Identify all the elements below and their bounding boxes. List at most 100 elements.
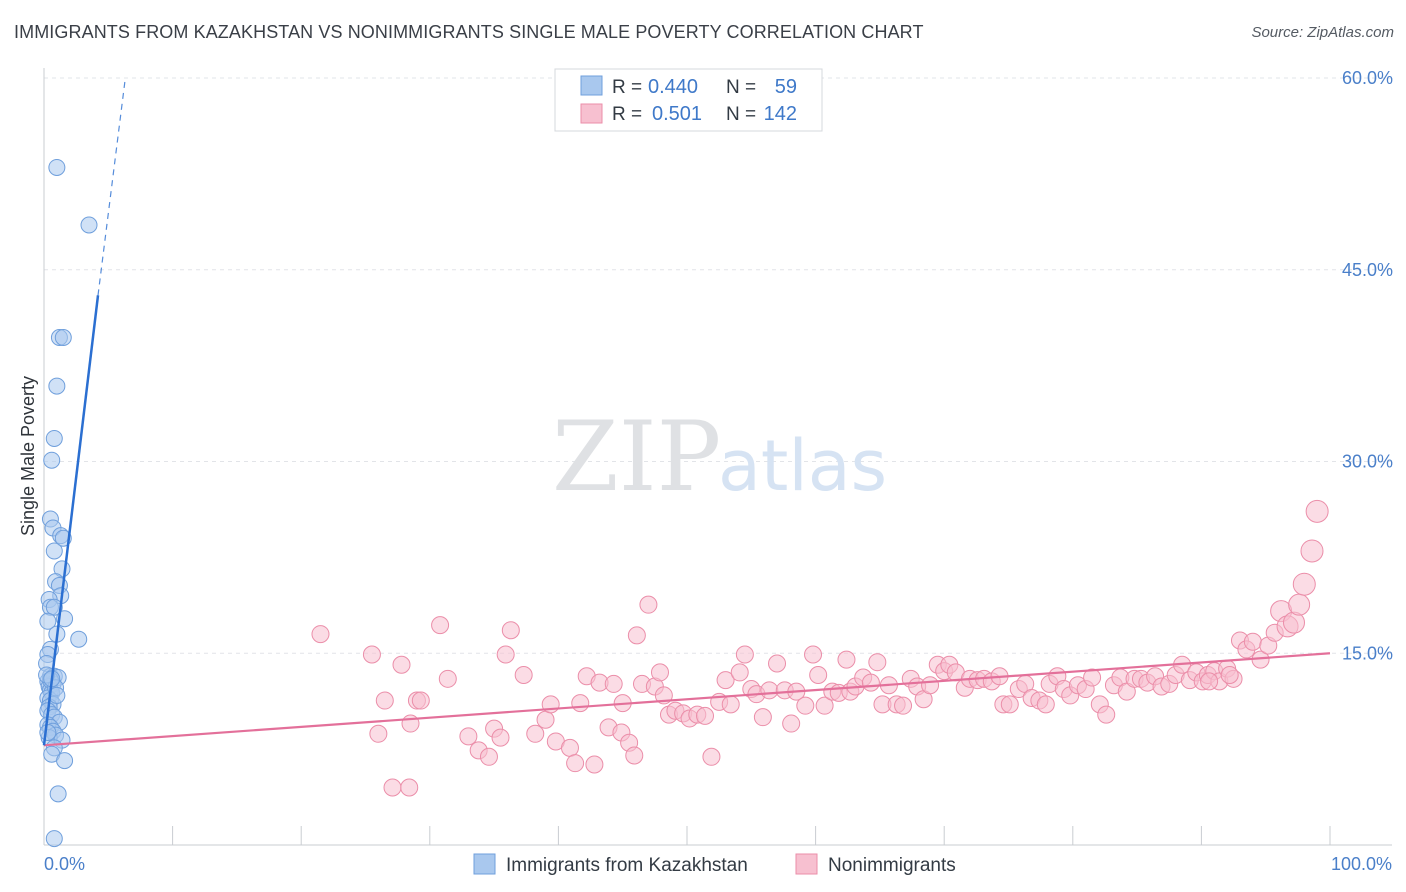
nonimmigrants-point: [1288, 593, 1311, 616]
nonimmigrants-point: [1036, 695, 1055, 714]
nonimmigrants-point: [815, 696, 834, 715]
stats-n-label-blue: N =: [726, 77, 756, 98]
nonimmigrants-point: [753, 708, 772, 727]
nonimmigrants-point: [392, 655, 411, 674]
legend-label-kazakhstan: Immigrants from Kazakhstan: [506, 855, 748, 876]
legend-swatch-kazakhstan: [473, 853, 496, 875]
y-tick-label: 60.0%: [1342, 68, 1393, 88]
kazakhstan-point: [39, 612, 57, 630]
nonimmigrants-point: [1083, 668, 1102, 687]
kazakhstan-point: [48, 158, 66, 176]
nonimmigrants-point: [501, 621, 520, 640]
nonimmigrants-point: [804, 645, 823, 664]
nonimmigrants-point: [861, 673, 880, 692]
nonimmigrants-point: [735, 645, 754, 664]
trend-lines: [42, 80, 1331, 747]
nonimmigrants-point: [1200, 672, 1219, 691]
kazakhstan-point: [48, 377, 66, 395]
kazakhstan-point: [45, 542, 63, 560]
y-tick-labels: 15.0% 30.0% 45.0% 60.0%: [1342, 68, 1393, 663]
y-tick-label: 45.0%: [1342, 260, 1393, 280]
nonimmigrants-point: [702, 747, 721, 766]
nonimmigrants-point: [1220, 665, 1239, 684]
stats-n-value-pink: 142: [764, 103, 797, 125]
nonimmigrants-point: [604, 674, 623, 693]
x-tick-label-max: 100.0%: [1331, 854, 1392, 874]
kazakhstan-trend-line: [42, 295, 100, 746]
nonimmigrants-point: [696, 706, 715, 725]
grid-lines: [44, 77, 1392, 654]
nonimmigrants-point: [627, 626, 646, 645]
nonimmigrants-point: [1000, 695, 1019, 714]
kazakhstan-point: [45, 830, 63, 848]
stats-r-label-pink: R =: [612, 104, 642, 125]
kazakhstan-point: [54, 329, 72, 347]
nonimmigrants-point: [459, 727, 478, 746]
stats-swatch-pink: [580, 103, 603, 124]
stats-n-value-blue: 59: [775, 76, 797, 98]
nonimmigrants-point: [491, 728, 510, 747]
legend-swatch-nonimmigrants: [795, 853, 818, 875]
kazakhstan-trend-extension: [97, 80, 126, 296]
nonimmigrants-point: [650, 663, 669, 682]
kazakhstan-point: [56, 752, 74, 770]
nonimmigrants-point: [479, 747, 498, 766]
nonimmigrants-point: [921, 676, 940, 695]
nonimmigrants-point: [362, 645, 381, 664]
nonimmigrants-point: [311, 625, 330, 644]
stats-swatch-blue: [580, 75, 603, 96]
watermark-atlas: atlas: [718, 425, 887, 507]
nonimmigrants-point: [837, 650, 856, 669]
nonimmigrants-point: [782, 714, 801, 733]
stats-r-label-blue: R =: [612, 77, 642, 98]
nonimmigrants-point: [585, 755, 604, 774]
nonimmigrants-point: [514, 665, 533, 684]
kazakhstan-point: [45, 429, 63, 447]
nonimmigrants-point: [566, 754, 585, 773]
nonimmigrants-point: [431, 616, 450, 635]
nonimmigrants-point: [400, 778, 419, 797]
nonimmigrants-point: [383, 778, 402, 797]
nonimmigrants-point: [526, 724, 545, 743]
nonimmigrants-point: [796, 696, 815, 715]
nonimmigrants-point: [1305, 499, 1329, 523]
nonimmigrants-points: [311, 499, 1329, 797]
nonimmigrants-point: [716, 671, 735, 690]
nonimmigrants-point: [411, 691, 430, 710]
nonimmigrants-point: [1292, 572, 1316, 596]
stats-box: R = 0.440 N = 59 R = 0.501 N = 142: [554, 68, 823, 132]
nonimmigrants-point: [375, 691, 394, 710]
nonimmigrants-trend-line: [43, 652, 1331, 747]
nonimmigrants-point: [496, 645, 515, 664]
nonimmigrants-point: [625, 746, 644, 765]
nonimmigrants-point: [721, 695, 740, 714]
nonimmigrants-point: [536, 710, 555, 729]
nonimmigrants-point: [571, 694, 590, 713]
nonimmigrants-point: [768, 654, 787, 673]
kazakhstan-point: [45, 598, 63, 616]
nonimmigrants-point: [1243, 632, 1262, 651]
nonimmigrants-point: [868, 653, 887, 672]
stats-r-value-blue: 0.440: [648, 76, 698, 98]
nonimmigrants-point: [639, 595, 658, 614]
legend-label-nonimmigrants: Nonimmigrants: [828, 855, 956, 876]
nonimmigrants-point: [369, 724, 388, 743]
watermark-zip: ZIP: [552, 401, 721, 513]
kazakhstan-point: [43, 451, 61, 469]
nonimmigrants-point: [1097, 705, 1116, 724]
nonimmigrants-point: [809, 665, 828, 684]
kazakhstan-point: [39, 724, 57, 742]
chart-title: IMMIGRANTS FROM KAZAKHSTAN VS NONIMMIGRA…: [14, 22, 924, 42]
nonimmigrants-point: [560, 738, 579, 757]
nonimmigrants-point: [1300, 539, 1324, 563]
source-credit: Source: ZipAtlas.com: [1251, 24, 1394, 41]
nonimmigrants-point: [438, 669, 457, 688]
kazakhstan-point: [80, 216, 98, 234]
nonimmigrants-point: [730, 663, 749, 682]
legend: Immigrants from Kazakhstan Nonimmigrants: [473, 853, 956, 876]
watermark: ZIP atlas: [552, 401, 887, 513]
y-tick-label: 15.0%: [1342, 643, 1393, 663]
y-axis-label: Single Male Poverty: [18, 376, 38, 536]
y-tick-label: 30.0%: [1342, 452, 1393, 472]
